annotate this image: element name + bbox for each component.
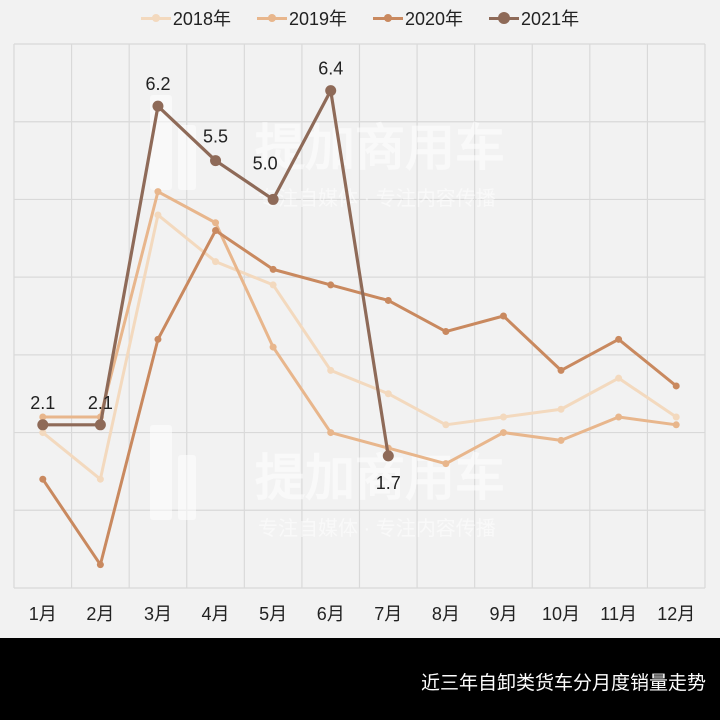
data-point bbox=[557, 405, 565, 413]
data-point bbox=[269, 265, 277, 273]
x-tick-label: 4月 bbox=[202, 604, 230, 624]
data-point bbox=[615, 413, 623, 421]
data-point bbox=[384, 296, 392, 304]
legend-label: 2021年 bbox=[521, 9, 580, 29]
watermark-title: 提加商用车 bbox=[255, 120, 505, 176]
x-tick-label: 8月 bbox=[432, 604, 460, 624]
data-label: 6.4 bbox=[318, 59, 343, 79]
data-point bbox=[212, 258, 220, 266]
data-point bbox=[325, 85, 337, 97]
legend-marker-icon bbox=[489, 6, 520, 30]
x-tick-label: 2月 bbox=[86, 604, 114, 624]
x-tick-label: 12月 bbox=[657, 604, 695, 624]
data-label: 2.1 bbox=[30, 393, 55, 413]
data-point bbox=[269, 281, 277, 289]
data-point bbox=[96, 561, 104, 569]
data-point bbox=[615, 374, 623, 382]
data-point bbox=[37, 419, 49, 431]
data-point bbox=[442, 421, 450, 429]
legend-item: 2018年 bbox=[140, 6, 231, 30]
x-tick-label: 3月 bbox=[144, 604, 172, 624]
data-label: 5.0 bbox=[253, 153, 278, 173]
data-point bbox=[212, 227, 220, 235]
data-point bbox=[442, 460, 450, 468]
x-axis-labels: 1月 2月 3月 4月 5月 6月 7月 8月 9月 10月 11月 12月 bbox=[29, 604, 695, 624]
data-point bbox=[442, 328, 450, 336]
x-tick-label: 5月 bbox=[259, 604, 287, 624]
data-point bbox=[39, 429, 47, 437]
data-point bbox=[212, 219, 220, 227]
data-point bbox=[327, 366, 335, 374]
data-label: 1.7 bbox=[376, 473, 401, 493]
data-point bbox=[499, 312, 507, 320]
data-point bbox=[152, 100, 164, 112]
data-point bbox=[210, 155, 222, 167]
legend-label: 2019年 bbox=[288, 9, 347, 29]
data-point bbox=[39, 413, 47, 421]
data-point bbox=[557, 366, 565, 374]
legend-item: 2021年 bbox=[489, 6, 579, 30]
data-label: 2.1 bbox=[88, 393, 113, 413]
data-point bbox=[557, 436, 565, 444]
data-point bbox=[154, 335, 162, 343]
data-point bbox=[499, 413, 507, 421]
x-tick-label: 10月 bbox=[542, 604, 580, 624]
x-tick-label: 9月 bbox=[489, 604, 517, 624]
x-tick-label: 11月 bbox=[600, 604, 637, 624]
legend-label: 2020年 bbox=[405, 9, 464, 29]
series-2019年 bbox=[39, 188, 680, 468]
data-point bbox=[384, 390, 392, 398]
data-point bbox=[267, 193, 279, 205]
watermark-subtitle: 专注自媒体 · 专注内容传播 bbox=[258, 517, 496, 540]
data-point bbox=[499, 429, 507, 437]
data-point bbox=[672, 382, 680, 390]
legend-item: 2019年 bbox=[256, 6, 347, 30]
data-point bbox=[39, 475, 47, 483]
legend-label: 2018年 bbox=[172, 9, 231, 29]
data-point bbox=[154, 188, 162, 196]
data-point bbox=[327, 429, 335, 437]
data-point bbox=[382, 450, 394, 462]
data-point bbox=[96, 475, 104, 483]
data-point bbox=[327, 281, 335, 289]
chart-caption: 近三年自卸类货车分月度销量走势 bbox=[420, 672, 706, 694]
legend-marker-icon bbox=[256, 6, 287, 30]
caption-bar: 近三年自卸类货车分月度销量走势 bbox=[0, 638, 720, 720]
data-point bbox=[269, 343, 277, 351]
x-tick-label: 1月 bbox=[29, 604, 57, 624]
x-tick-label: 6月 bbox=[317, 604, 345, 624]
x-tick-label: 7月 bbox=[374, 604, 402, 624]
legend-item: 2020年 bbox=[373, 6, 463, 30]
legend: 2018年 2019年 2020年 2021年 bbox=[0, 6, 720, 30]
data-point bbox=[154, 211, 162, 219]
legend-marker-icon bbox=[140, 6, 171, 30]
legend-marker-icon bbox=[373, 6, 403, 30]
series-2020年 bbox=[39, 227, 680, 569]
series-2021年: 2.1 2.1 6.2 5.5 5.0 6.4 1.7 bbox=[30, 59, 401, 493]
data-point bbox=[615, 335, 623, 343]
watermark-subtitle: 专注自媒体 · 专注内容传播 bbox=[258, 187, 496, 210]
data-label: 5.5 bbox=[203, 127, 228, 147]
watermark-title: 提加商用车 bbox=[255, 450, 505, 506]
data-point bbox=[672, 413, 680, 421]
data-point bbox=[94, 419, 106, 431]
data-label: 6.2 bbox=[145, 74, 170, 94]
series-2018年 bbox=[39, 211, 680, 483]
data-point bbox=[672, 421, 680, 429]
